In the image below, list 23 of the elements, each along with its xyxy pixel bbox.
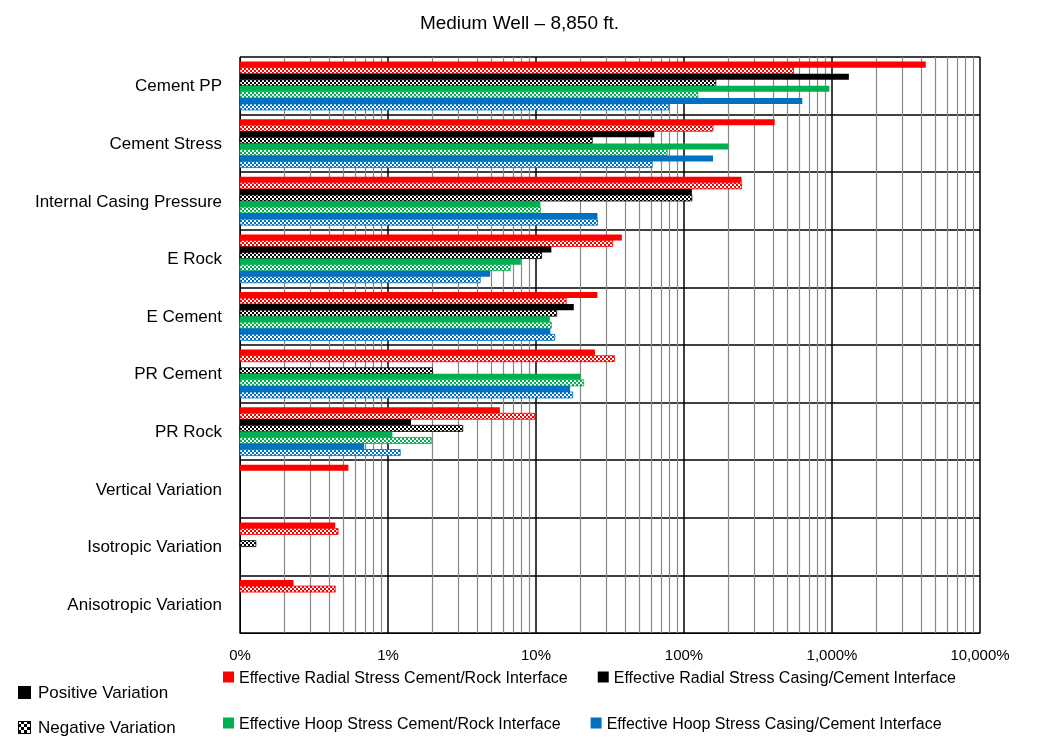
text: Negative Variation <box>38 718 176 738</box>
x-tick-label: 10% <box>520 646 552 663</box>
legend-label: Effective Radial Stress Casing/Cement Interface <box>613 668 956 686</box>
y-tick-label: Vertical Variation <box>95 479 222 499</box>
y-tick-label: E Rock <box>167 249 223 269</box>
y-tick-label: Cement PP <box>135 76 222 96</box>
x-tick-label: 10,000% <box>950 646 1010 663</box>
legend-label: Effective Hoop Stress Casing/Cement Interface <box>606 714 942 732</box>
y-tick-label: Isotropic Variation <box>87 537 222 557</box>
y-tick-label: PR Rock <box>154 421 223 441</box>
y-tick-label: Internal Casing Pressure <box>34 191 222 211</box>
y-tick-label: PR Cement <box>134 364 223 384</box>
y-tick-label: Cement Stress <box>109 133 222 153</box>
text: Positive Variation <box>38 683 169 703</box>
x-tick-label: 100% <box>664 646 704 663</box>
y-tick-label: Anisotropic Variation <box>67 594 222 614</box>
x-tick-label: 0% <box>229 646 251 663</box>
legend-label: Effective Radial Stress Cement/Rock Interface <box>239 668 568 686</box>
x-tick-label: 1% <box>377 646 399 663</box>
chart-title: Medium Well – 8,850 ft. <box>419 12 620 33</box>
legend-label: Effective Hoop Stress Cement/Rock Interface <box>239 714 561 732</box>
y-tick-label: E Cement <box>146 306 223 326</box>
x-tick-label: 1,000% <box>806 646 858 663</box>
